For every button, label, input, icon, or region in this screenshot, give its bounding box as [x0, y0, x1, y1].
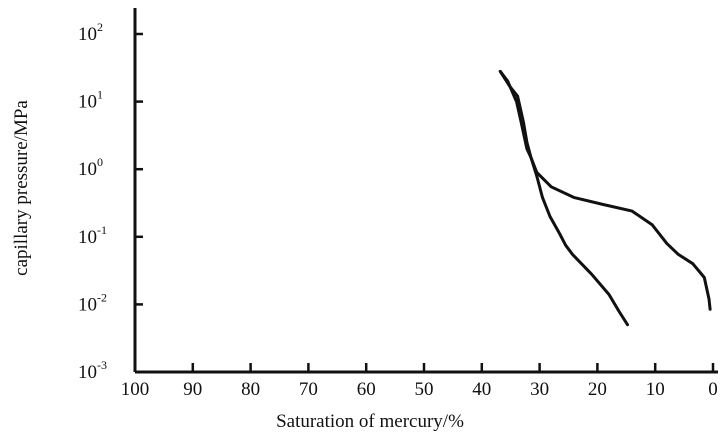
x-tick-label: 40 [472, 379, 491, 400]
y-tick-exponent: 1 [97, 88, 103, 102]
x-axis-title: Saturation of mercury/% [276, 411, 464, 432]
x-tick-label: 90 [183, 379, 202, 400]
x-tick-label: 80 [241, 379, 260, 400]
x-ticks: 100 90 80 70 60 50 40 30 20 10 0 [121, 363, 718, 400]
y-tick-exponent: -3 [97, 358, 107, 372]
y-tick-exponent: 0 [97, 155, 103, 169]
series-line-1 [498, 69, 712, 311]
series-layer [498, 69, 712, 327]
y-tick-exponent: -2 [97, 290, 107, 304]
x-tick-label: 50 [415, 379, 434, 400]
y-tick-label: 10 [78, 294, 97, 315]
x-tick-label: 70 [299, 379, 318, 400]
y-tick-exponent: -1 [97, 223, 107, 237]
y-tick-label: 10 [78, 24, 97, 45]
x-tick-label: 60 [357, 379, 376, 400]
axes [133, 8, 718, 374]
y-tick-label: 10 [78, 362, 97, 383]
y-tick-label: 10 [78, 92, 97, 113]
x-tick-label: 0 [708, 379, 718, 400]
x-tick-label: 10 [646, 379, 665, 400]
series-line-2 [498, 69, 629, 327]
x-tick-label: 20 [588, 379, 607, 400]
y-tick-exponent: 2 [97, 20, 103, 34]
y-tick-label: 10 [78, 159, 97, 180]
y-tick-label: 10 [78, 227, 97, 248]
x-tick-label: 100 [121, 379, 150, 400]
y-axis-title: capillary pressure/MPa [11, 100, 32, 276]
x-tick-label: 30 [530, 379, 549, 400]
